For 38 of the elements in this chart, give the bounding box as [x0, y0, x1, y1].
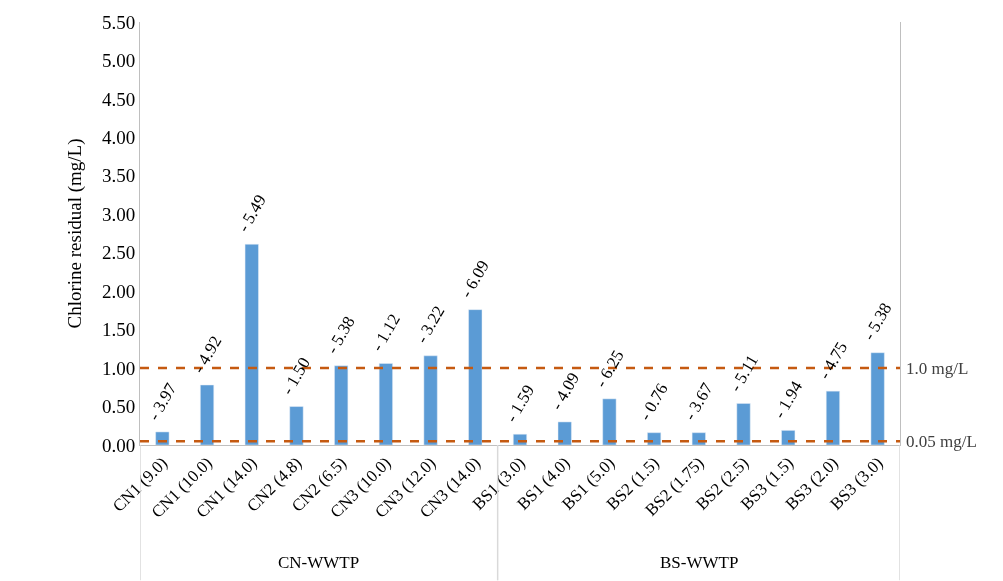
bar [557, 421, 572, 445]
y-tick-label: 2.50 [101, 242, 136, 264]
bar [423, 355, 438, 445]
text: BS-WWTP [660, 553, 739, 572]
y-tick-label: 0.00 [101, 434, 136, 456]
text: CN-WWTP [278, 553, 360, 572]
y-tick-label: 0.50 [101, 396, 136, 418]
y-tick-label: 5.00 [101, 50, 136, 72]
bar [200, 384, 215, 445]
bar [781, 430, 796, 445]
bar [334, 365, 349, 445]
bar [468, 309, 483, 445]
y-tick-label: 2.00 [101, 280, 136, 302]
bar [825, 390, 840, 445]
y-axis-title: Chlorine residual (mg/L) [63, 138, 86, 329]
bar [289, 406, 304, 445]
ref-line-label: 0.05 mg/L [906, 432, 977, 451]
annotation: - 1.50 [277, 354, 315, 399]
y-tick-label: 4.00 [101, 127, 136, 149]
bar [378, 363, 393, 445]
bar [691, 432, 706, 445]
annotation: - 5.11 [725, 351, 762, 395]
y-tick-label: 1.50 [101, 319, 136, 341]
y-tick-label: 3.00 [101, 203, 136, 225]
ref-line-label: 1.0 mg/L [906, 359, 969, 378]
annotation: - 4.75 [814, 338, 852, 383]
y-tick-label: 4.50 [101, 88, 136, 110]
bar [736, 403, 751, 445]
y-tick-label: 5.50 [101, 11, 136, 33]
bar [870, 352, 885, 445]
annotation: - 6.09 [456, 257, 493, 301]
bar [602, 398, 617, 445]
annotation: - 4.09 [546, 369, 584, 414]
bar [244, 244, 259, 445]
bar [647, 432, 662, 445]
y-tick-label: 3.50 [101, 165, 136, 187]
y-tick-label: 1.00 [101, 357, 136, 379]
annotation: - 6.25 [591, 346, 628, 391]
